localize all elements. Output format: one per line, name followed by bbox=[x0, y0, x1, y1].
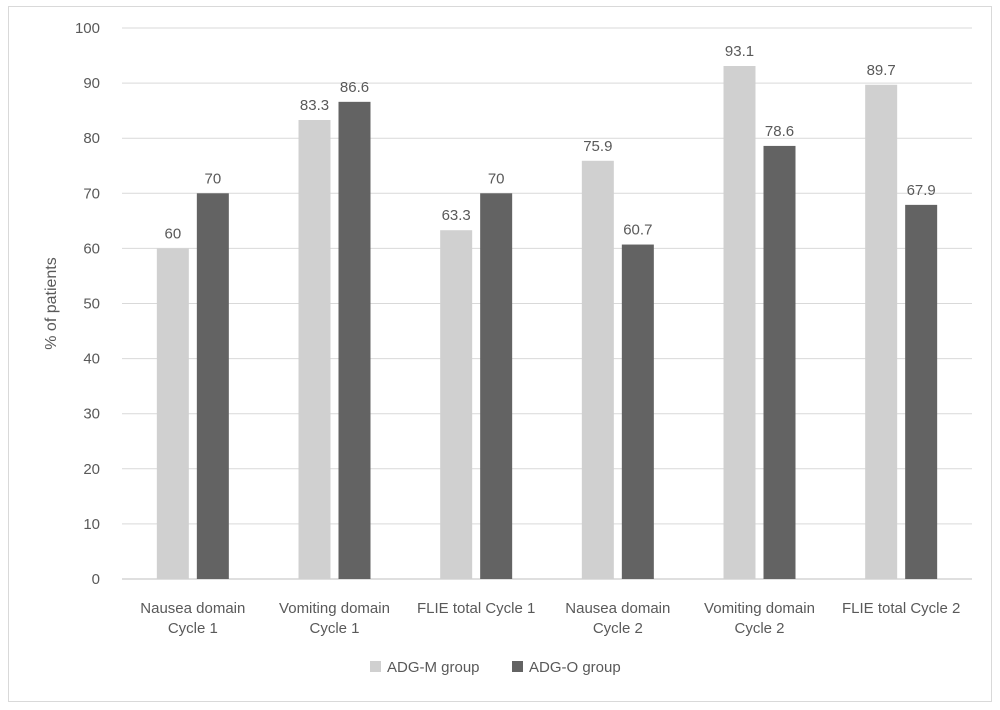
data-label: 70 bbox=[204, 170, 221, 187]
data-labels: 60 70 83.3 86.6 63.3 70 75.9 60.7 93.1 78.6 89.7 67… bbox=[164, 43, 935, 242]
data-label: 67.9 bbox=[907, 182, 936, 199]
bar-adg-o bbox=[621, 244, 654, 579]
y-axis-title: % of patients bbox=[43, 257, 60, 350]
data-label: 78.6 bbox=[765, 123, 794, 140]
x-category-label: FLIE total Cycle 2 bbox=[842, 600, 960, 617]
x-axis-categories: Nausea domain Cycle 1 Vomiting domain Cycle… bbox=[140, 600, 960, 637]
x-category-label: Cycle 1 bbox=[168, 620, 218, 637]
x-category-label: Nausea domain bbox=[565, 600, 670, 617]
legend-label: ADG-O group bbox=[529, 659, 621, 676]
bar-adg-o bbox=[763, 145, 796, 579]
gridlines bbox=[122, 27, 972, 580]
bar-adg-m bbox=[865, 84, 898, 580]
legend: ADG-M group ADG-O group bbox=[370, 659, 621, 676]
data-label: 83.3 bbox=[300, 97, 329, 114]
x-category-label: Cycle 2 bbox=[734, 620, 784, 637]
data-label: 75.9 bbox=[583, 138, 612, 155]
data-label: 70 bbox=[488, 170, 505, 187]
data-label: 93.1 bbox=[725, 43, 754, 60]
data-label: 60.7 bbox=[623, 222, 652, 239]
bar-adg-o bbox=[905, 204, 938, 579]
bar-adg-m bbox=[440, 230, 473, 580]
data-label: 60 bbox=[164, 225, 181, 242]
bar-adg-m bbox=[723, 66, 756, 580]
y-tick-label: 40 bbox=[83, 351, 100, 368]
y-tick-label: 50 bbox=[83, 296, 100, 313]
chart-frame: 0 10 20 30 40 50 60 70 80 90 100 60 70 83.3 86.6 63.3 7… bbox=[8, 6, 992, 702]
y-tick-label: 10 bbox=[83, 516, 100, 533]
x-category-label: Cycle 1 bbox=[309, 620, 359, 637]
y-tick-label: 60 bbox=[83, 240, 100, 257]
y-tick-label: 20 bbox=[83, 461, 100, 478]
bar-adg-o bbox=[196, 193, 229, 580]
bar-chart: 0 10 20 30 40 50 60 70 80 90 100 60 70 83.3 86.6 63.3 7… bbox=[43, 20, 972, 676]
bar-adg-m bbox=[581, 160, 614, 579]
x-category-label: FLIE total Cycle 1 bbox=[417, 600, 535, 617]
legend-label: ADG-M group bbox=[387, 659, 480, 676]
bar-adg-o bbox=[338, 101, 371, 580]
y-tick-label: 70 bbox=[83, 185, 100, 202]
y-tick-label: 100 bbox=[75, 20, 100, 37]
y-tick-label: 30 bbox=[83, 406, 100, 423]
legend-swatch bbox=[370, 661, 381, 672]
legend-swatch bbox=[512, 661, 523, 672]
y-tick-label: 0 bbox=[92, 571, 100, 588]
x-category-label: Nausea domain bbox=[140, 600, 245, 617]
y-axis-ticks: 0 10 20 30 40 50 60 70 80 90 100 bbox=[75, 20, 100, 588]
bar-adg-o bbox=[480, 193, 513, 580]
x-category-label: Vomiting domain bbox=[704, 600, 815, 617]
data-label: 63.3 bbox=[442, 207, 471, 224]
y-tick-label: 90 bbox=[83, 75, 100, 92]
x-category-label: Vomiting domain bbox=[279, 600, 390, 617]
x-category-label: Cycle 2 bbox=[593, 620, 643, 637]
data-label: 89.7 bbox=[867, 62, 896, 79]
y-tick-label: 80 bbox=[83, 130, 100, 147]
bar-adg-m bbox=[298, 120, 331, 579]
bar-adg-m bbox=[156, 248, 189, 579]
data-label: 86.6 bbox=[340, 79, 369, 96]
bars bbox=[156, 66, 938, 580]
